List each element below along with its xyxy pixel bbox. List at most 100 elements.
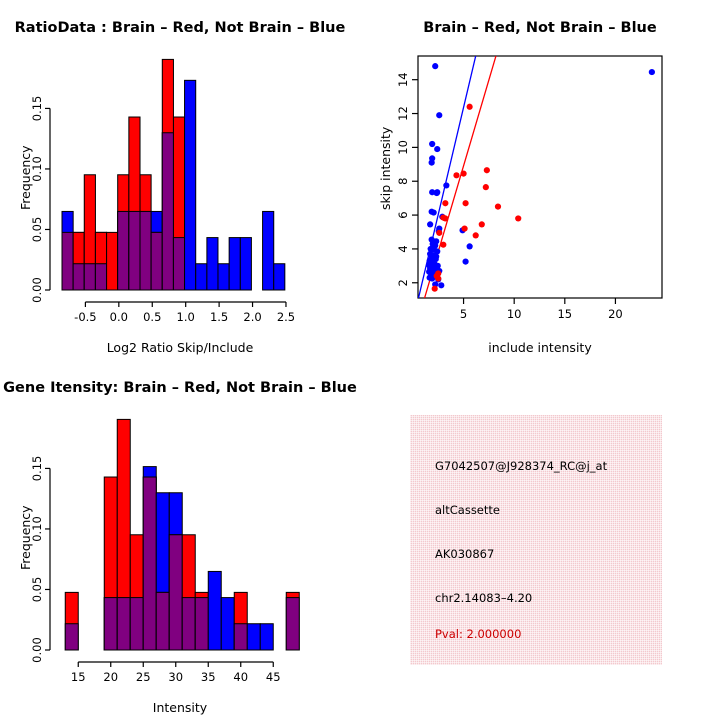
scatter-point	[429, 275, 436, 282]
hist-bars-group	[64, 418, 300, 651]
ratio-hist-xlabel: Log2 Ratio Skip/Include	[106, 340, 254, 355]
hist-bar-brain	[106, 231, 119, 291]
hist-bar-not-brain	[262, 210, 275, 291]
scatter-title: Brain – Red, Not Brain – Blue	[423, 20, 657, 36]
scatter-point	[466, 103, 473, 110]
fit-line-not-brain-fit	[418, 56, 477, 298]
hist-bar-overlap	[94, 263, 108, 291]
y-tick-label: 6	[396, 211, 410, 218]
x-tick-label: 30	[168, 670, 183, 684]
hist-bar-not-brain	[220, 597, 235, 651]
x-tick-label: 2.0	[243, 310, 261, 324]
gene-hist-title: Gene Itensity: Brain – Red, Not Brain – …	[3, 380, 357, 396]
x-tick-label: 40	[233, 670, 248, 684]
hist-bar-not-brain	[273, 263, 286, 291]
hist-bar-not-brain	[195, 263, 208, 291]
hist-bar-not-brain	[217, 263, 230, 291]
scatter-xlabel: include intensity	[488, 340, 592, 355]
hist-bar-overlap	[129, 597, 144, 651]
x-tick-label: 1.0	[177, 310, 195, 324]
hist-bar-not-brain	[239, 237, 252, 291]
ratio-hist-plot-area: 0.00 0.05 0.10 0.15 -0.5 0.0 0.5 1.0 1.5 2.0 2.5	[30, 58, 295, 324]
scatter-point	[436, 229, 443, 236]
scatter-point	[427, 221, 434, 228]
scatter-point	[483, 167, 490, 174]
scatter-point	[460, 170, 467, 177]
hist-bar-overlap	[139, 210, 152, 291]
x-tick-label: 15	[557, 307, 572, 321]
x-tick-label: 20	[103, 670, 118, 684]
y-tick-label: 0.05	[30, 577, 44, 603]
info-event-type: altCassette	[435, 503, 500, 517]
scatter-inner	[418, 56, 655, 298]
panel-ratio-histogram: RatioData : Brain – Red, Not Brain – Blu…	[0, 0, 360, 360]
scatter-point	[515, 215, 522, 222]
scatter-point	[466, 243, 473, 250]
scatter-point	[436, 112, 443, 119]
scatter-point	[428, 159, 435, 166]
hist-bar-overlap	[172, 237, 186, 291]
scatter-point	[494, 203, 502, 210]
scatter-point	[429, 140, 436, 148]
hist-bar-overlap	[150, 231, 163, 291]
x-tick-label: 45	[266, 670, 281, 684]
scatter-point	[462, 258, 469, 265]
scatter-point	[434, 145, 441, 153]
scatter-plot-area: 2 4 6 8 10 12 14 5 10 15 20	[396, 55, 663, 321]
hist-bar-overlap	[83, 263, 96, 291]
y-tick-label: 10	[396, 140, 410, 155]
hist-bar-overlap	[72, 263, 85, 291]
y-tick-label: 0.00	[30, 277, 44, 303]
scatter-point	[472, 232, 479, 239]
scatter-point	[438, 282, 445, 289]
info-accession: AK030867	[435, 547, 495, 561]
y-tick-label: 4	[396, 245, 410, 252]
hist-bar-overlap	[161, 132, 174, 291]
scatter-point	[440, 241, 447, 248]
scatter-point	[461, 225, 468, 232]
hist-bar-overlap	[155, 591, 170, 651]
x-tick-label: 0.5	[143, 310, 161, 324]
x-tick-label: 10	[507, 307, 522, 321]
x-tick-label: 20	[608, 307, 623, 321]
x-tick-label: 35	[201, 670, 216, 684]
gene-hist-ylabel: Frequency	[18, 505, 33, 570]
hist-bar-overlap	[285, 597, 300, 651]
y-tick-label: 0.15	[30, 456, 44, 482]
info-pvalue: Pval: 2.000000	[435, 627, 522, 641]
hist-bar-not-brain	[207, 570, 222, 651]
y-tick-label: 8	[396, 178, 410, 185]
scatter-point	[462, 200, 469, 207]
hist-bar-overlap	[117, 210, 130, 291]
hist-bar-overlap	[61, 231, 74, 291]
hist-bar-not-brain	[184, 79, 197, 291]
scatter-point	[478, 221, 485, 228]
x-tick-label: 15	[71, 670, 86, 684]
hist-bar-not-brain	[246, 623, 261, 651]
hist-bar-overlap	[128, 210, 141, 291]
scatter-point	[434, 248, 441, 255]
scatter-point	[433, 189, 440, 197]
hist-bar-overlap	[103, 597, 118, 651]
y-tick-label: 0.15	[30, 96, 44, 122]
hist-bar-overlap	[168, 534, 183, 651]
hist-bar-overlap	[194, 597, 209, 651]
hist-bar-overlap	[233, 623, 248, 651]
x-tick-label: 1.5	[210, 310, 228, 324]
y-tick-label: 14	[396, 72, 410, 87]
hist-bar-not-brain	[206, 237, 219, 291]
hist-bar-overlap	[181, 597, 196, 651]
x-tick-label: 25	[136, 670, 151, 684]
gene-hist-plot-area: 0.00 0.05 0.10 0.15 15 20 25 30 35 40 45	[30, 418, 300, 684]
panel-gene-histogram: Gene Itensity: Brain – Red, Not Brain – …	[0, 360, 360, 720]
panel-gene-info: G7042507@J928374_RC@j_at altCassette AK0…	[410, 415, 662, 665]
panel-intensity-scatter: Brain – Red, Not Brain – Blue skip inten…	[360, 0, 720, 360]
scatter-point	[453, 172, 460, 179]
scatter-point	[435, 275, 442, 282]
info-coordinates: chr2.14083–4.20	[435, 591, 533, 605]
y-tick-label: 0.10	[30, 516, 44, 542]
scatter-point	[442, 215, 449, 222]
scatter-point	[432, 63, 439, 70]
y-tick-label: 0.00	[30, 637, 44, 663]
hist-bar-not-brain	[228, 237, 241, 291]
